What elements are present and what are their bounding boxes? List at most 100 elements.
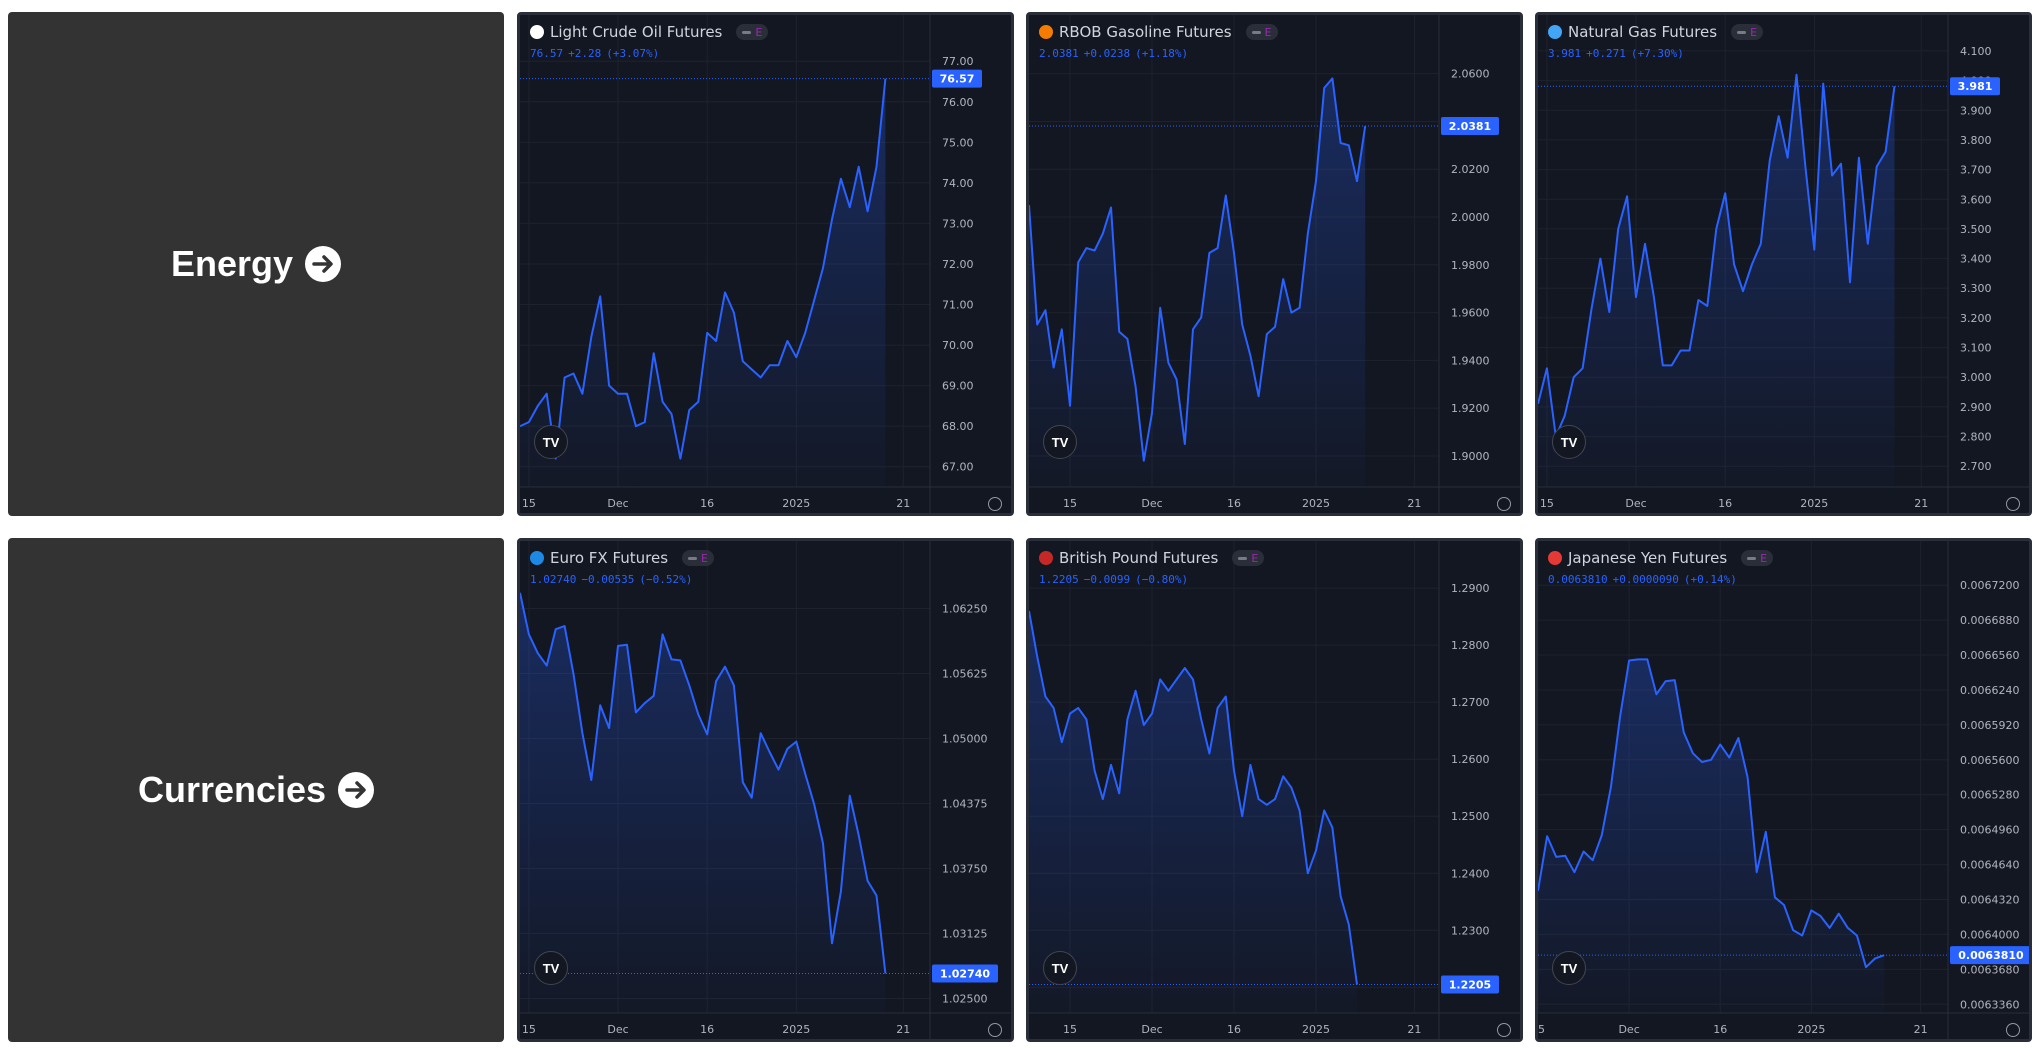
y-tick-label: 1.2800 — [1451, 639, 1490, 652]
chart-widget-euro-fx-futures[interactable]: 1.06250 1.05625 1.05000 1.04375 1.03750 1.031… — [517, 538, 1014, 1042]
tradingview-logo-icon[interactable]: TV — [1552, 425, 1586, 459]
gear-icon[interactable] — [988, 1023, 1002, 1037]
gear-icon[interactable] — [2006, 497, 2020, 511]
y-tick-label: 1.9600 — [1451, 307, 1490, 320]
y-tick-label: 1.03750 — [942, 862, 988, 875]
symbol-header[interactable]: RBOB Gasoline Futures E — [1039, 23, 1278, 41]
x-tick-label: 2025 — [1800, 497, 1828, 510]
symbol-header[interactable]: Euro FX Futures E — [530, 549, 714, 567]
series-line — [1538, 73, 1896, 438]
chart-widget-rbob-gasoline-futures[interactable]: 2.06002.04002.02002.00001.98001.96001.94… — [1026, 12, 1523, 516]
last-price-tag-text: 76.57 — [940, 73, 975, 86]
x-tick-label: 21 — [896, 1023, 910, 1036]
category-currencies-button[interactable]: Currencies — [8, 538, 504, 1042]
quote-last: 0.0063810 — [1548, 573, 1608, 586]
x-tick-label: 16 — [1713, 1023, 1727, 1036]
quote-line: 2.0381 +0.0238 (+1.18%) — [1039, 47, 1188, 60]
symbol-header[interactable]: Light Crude Oil Futures E — [530, 23, 769, 41]
symbol-title[interactable]: British Pound Futures — [1059, 549, 1219, 567]
symbol-title[interactable]: Japanese Yen Futures — [1568, 549, 1728, 567]
y-tick-label: 0.0064000 — [1960, 928, 2020, 941]
x-tick-label: 15 — [522, 1023, 536, 1036]
chart-widget-natural-gas-futures[interactable]: 4.1004.0003.9003.8003.7003.6003.5003.400… — [1535, 12, 2032, 516]
last-price-tag — [1441, 116, 1499, 135]
tradingview-logo-icon[interactable]: TV — [1043, 425, 1077, 459]
quote-change-pct: (−0.80%) — [1135, 573, 1189, 586]
x-tick-label: 2025 — [782, 497, 810, 510]
y-tick-label: 1.2900 — [1451, 582, 1490, 595]
category-energy-button[interactable]: Energy — [8, 12, 504, 516]
y-tick-label: 3.100 — [1960, 342, 1992, 355]
exchange-badge: E — [1731, 24, 1764, 40]
badge-label: E — [1264, 25, 1272, 39]
chart-widget-japanese-yen-futures[interactable]: 0.0067200 0.0066880 0.0066560 0.0066240 0.00… — [1535, 538, 2032, 1042]
category-energy-text: Energy — [170, 243, 294, 284]
dash-icon — [1747, 556, 1757, 560]
gear-icon[interactable] — [988, 497, 1002, 511]
tradingview-logo-icon[interactable]: TV — [1043, 951, 1077, 985]
gear-icon[interactable] — [1497, 497, 1511, 511]
exchange-badge: E — [1741, 550, 1774, 566]
dash-icon — [742, 30, 752, 34]
quote-last: 2.0381 — [1039, 47, 1079, 60]
x-tick-label: 15 — [1540, 497, 1554, 510]
quote-line: 3.981 +0.271 (+7.30%) — [1548, 47, 1684, 60]
symbol-header[interactable]: British Pound Futures E — [1039, 549, 1265, 567]
chart-widget-british-pound-futures[interactable]: 1.2900 1.2800 1.2700 1.2600 1.2500 1.2400 1.23… — [1026, 538, 1523, 1042]
dash-icon — [1238, 556, 1248, 560]
x-tick-label: Dec — [1625, 497, 1646, 510]
y-tick-label: 1.9000 — [1451, 450, 1490, 463]
gear-icon[interactable] — [2006, 1023, 2020, 1037]
eu-flag-icon — [530, 551, 544, 565]
symbol-title[interactable]: Light Crude Oil Futures — [550, 23, 723, 41]
x-tick-label: 15 — [522, 497, 536, 510]
y-tick-label: 1.05625 — [942, 667, 988, 680]
arrow-right-icon — [305, 246, 342, 282]
y-tick-label: 0.0065920 — [1960, 719, 2020, 732]
quote-line: 1.2205 −0.0099 (−0.80%) — [1039, 573, 1188, 586]
chart-svg: 1.2900 1.2800 1.2700 1.2600 1.2500 1.2400 1.23… — [1029, 541, 1520, 1039]
symbol-header[interactable]: Natural Gas Futures E — [1548, 23, 1764, 41]
quote-change-pct: (+3.07%) — [606, 47, 660, 60]
y-tick-label: 0.0067200 — [1960, 579, 2020, 592]
exchange-badge: E — [1232, 550, 1265, 566]
symbol-title[interactable]: RBOB Gasoline Futures — [1059, 23, 1232, 41]
y-tick-label: 70.00 — [942, 339, 974, 352]
y-tick-label: 69.00 — [942, 380, 974, 393]
quote-change-pct: (+0.14%) — [1683, 573, 1737, 586]
dash-icon — [1737, 30, 1747, 34]
last-price-tag-text: 0.0063810 — [1958, 949, 2024, 962]
y-tick-label: 67.00 — [942, 461, 974, 474]
y-tick-label: 73.00 — [942, 217, 974, 230]
gear-icon[interactable] — [1497, 1023, 1511, 1037]
symbol-title[interactable]: Natural Gas Futures — [1568, 23, 1718, 41]
y-tick-label: 3.000 — [1960, 371, 1992, 384]
y-tick-label: 4.100 — [1960, 45, 1992, 58]
y-tick-label: 2.800 — [1960, 431, 1992, 444]
japan-flag-icon — [1548, 551, 1562, 565]
x-tick-label: Dec — [607, 497, 628, 510]
symbol-header[interactable]: Japanese Yen Futures E — [1548, 549, 1774, 567]
quote-last: 1.02740 — [530, 573, 577, 586]
last-price-tag — [1950, 946, 2029, 965]
quote-line: 1.02740 −0.00535 (−0.52%) — [530, 573, 692, 586]
tradingview-logo-icon[interactable]: TV — [1552, 951, 1586, 985]
tradingview-logo-icon[interactable]: TV — [534, 425, 568, 459]
tradingview-logo-icon[interactable]: TV — [534, 951, 568, 985]
y-tick-label: 1.04375 — [942, 797, 988, 810]
quote-change: −0.00535 — [581, 573, 635, 586]
series-area — [1538, 659, 1885, 1013]
chart-widget-light-crude-oil-futures[interactable]: 77.00 76.00 75.00 74.00 73.00 72.00 71.00 70.00… — [517, 12, 1014, 516]
y-tick-label: 76.00 — [942, 96, 974, 109]
y-tick-label: 1.06250 — [942, 602, 988, 615]
x-tick-label: Dec — [607, 1023, 628, 1036]
y-tick-label: 1.02500 — [942, 992, 988, 1005]
symbol-title[interactable]: Euro FX Futures — [550, 549, 669, 567]
chart-svg: 77.00 76.00 75.00 74.00 73.00 72.00 71.00 70.00… — [520, 15, 1011, 513]
x-tick-label: 16 — [1718, 497, 1732, 510]
y-tick-label: 1.05000 — [942, 732, 988, 745]
quote-change-pct: (+7.30%) — [1630, 47, 1684, 60]
quote-last: 1.2205 — [1039, 573, 1079, 586]
y-tick-label: 0.0065600 — [1960, 754, 2020, 767]
last-price-tag-text: 3.981 — [1958, 80, 1993, 93]
